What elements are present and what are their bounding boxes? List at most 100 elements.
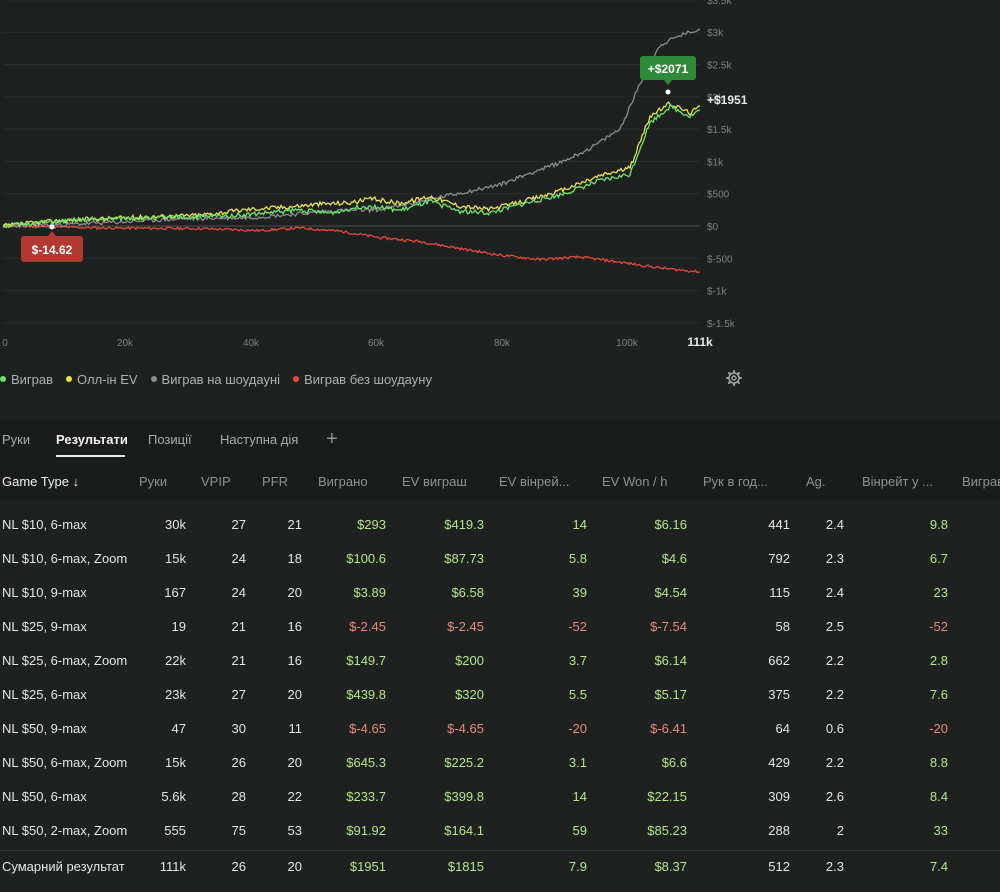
table-cell: 3.1 [568, 755, 587, 770]
table-cell: 28 [231, 789, 246, 804]
table-cell: $6.6 [661, 755, 687, 770]
x-tick-label: 40k [243, 338, 260, 349]
col-won-extra[interactable]: Виграв [962, 474, 1000, 489]
table-cell: 30k [165, 517, 186, 532]
table-row[interactable]: NL $50, 2-max, Zoom 555 75 53 $91.92 $164.1 59… [0, 814, 1000, 848]
results-graph[interactable]: $3.5k $3k $2.5k $2k $1.5k $1k $500 $0 $-500 $-1k $… [0, 0, 1000, 400]
table-cell: -52 [929, 619, 948, 634]
table-cell: Сумарний результат [2, 859, 125, 874]
table-cell: 21 [287, 517, 302, 532]
table-cell: 20 [287, 687, 302, 702]
col-winrate[interactable]: Вінрейт у ... [862, 474, 933, 489]
table-cell: 33 [933, 823, 948, 838]
table-cell: 2.3 [825, 551, 844, 566]
table-cell: 20 [287, 585, 302, 600]
table-cell: $6.58 [451, 585, 484, 600]
col-pfr[interactable]: PFR [262, 474, 288, 489]
table-cell: NL $25, 6-max [2, 687, 87, 702]
legend-item-non-showdown[interactable]: Виграв без шоудауну [293, 372, 432, 387]
col-ev-winrate[interactable]: EV вінрей... [499, 474, 570, 489]
legend-dot [293, 376, 300, 382]
legend-label: Виграв на шоудауні [161, 371, 281, 387]
table-row[interactable]: NL $10, 6-max 30k 27 21 $293 $419.3 14 $6.16 441… [0, 508, 1000, 542]
min-point [49, 224, 55, 230]
table-cell: 11 [288, 721, 303, 736]
tab-next-action[interactable]: Наступна дія [220, 432, 299, 447]
final-value-label: +$1951 [707, 93, 748, 107]
col-hands-per-hour[interactable]: Рук в год... [703, 474, 768, 489]
chart-legend: Виграв Олл-ін EV Виграв на шоудауні Вигр… [0, 370, 445, 388]
table-cell: 75 [231, 823, 246, 838]
tab-positions[interactable]: Позиції [148, 432, 192, 447]
table-cell: 7.4 [929, 859, 948, 874]
table-cell: 7.9 [568, 859, 587, 874]
x-end-label: 111k [687, 335, 713, 349]
add-tab-button[interactable]: + [326, 428, 338, 450]
col-ev-won-per-hour[interactable]: EV Won / h [602, 474, 668, 489]
y-tick-label: $-500 [707, 254, 733, 265]
table-cell: 24 [231, 551, 246, 566]
table-row[interactable]: NL $25, 6-max 23k 27 20 $439.8 $320 5.5 $5.17 37… [0, 678, 1000, 712]
table-cell: $1815 [447, 859, 484, 874]
x-tick-label: 60k [368, 338, 385, 349]
gear-icon[interactable] [726, 370, 742, 386]
table-cell: 441 [768, 517, 790, 532]
table-cell: $164.1 [444, 823, 484, 838]
table-cell: 309 [768, 789, 790, 804]
col-game-type[interactable]: Game Type ↓ [2, 474, 80, 489]
table-cell: $91.92 [346, 823, 386, 838]
table-cell: $-4.65 [447, 721, 484, 736]
table-cell: NL $50, 9-max [2, 721, 87, 736]
table-row[interactable]: NL $25, 6-max, Zoom 22k 21 16 $149.7 $200 3.7 $… [0, 644, 1000, 678]
table-row[interactable]: NL $25, 9-max 19 21 16 $-2.45 $-2.45 -52 $-7.54… [0, 610, 1000, 644]
table-row[interactable]: NL $50, 6-max, Zoom 15k 26 20 $645.3 $225.2 3.… [0, 746, 1000, 780]
table-row[interactable]: NL $50, 9-max 47 30 11 $-4.65 $-4.65 -20 $-6.41… [0, 712, 1000, 746]
legend-label: Виграв без шоудауну [304, 371, 432, 387]
table-cell: $3.89 [353, 585, 386, 600]
table-cell: $419.3 [444, 517, 484, 532]
active-tab-indicator [56, 455, 125, 457]
legend-label: Олл-ін EV [77, 371, 138, 387]
y-tick-label: $2.5k [707, 61, 732, 72]
table-cell: $439.8 [346, 687, 386, 702]
table-row[interactable]: NL $50, 6-max 5.6k 28 22 $233.7 $399.8 14 $22.1… [0, 780, 1000, 814]
x-tick-label: 20k [117, 338, 134, 349]
table-cell: 21 [231, 619, 246, 634]
legend-item-won[interactable]: Виграв [0, 372, 53, 387]
table-cell: 2.3 [825, 859, 844, 874]
tab-hands[interactable]: Руки [2, 432, 31, 447]
table-cell: 16 [287, 619, 302, 634]
legend-item-showdown[interactable]: Виграв на шоудауні [150, 371, 281, 387]
table-cell: NL $50, 2-max, Zoom [2, 823, 128, 838]
results-chart-svg[interactable]: $3.5k $3k $2.5k $2k $1.5k $1k $500 $0 $-500 $-1k $… [0, 0, 1000, 360]
col-aggression[interactable]: Ag. [806, 474, 826, 489]
tab-results[interactable]: Результати [56, 432, 128, 447]
summary-row[interactable]: Сумарний результат 111k 26 20 $1951 $1815 7.9 $… [0, 850, 1000, 884]
table-cell: 27 [231, 517, 246, 532]
table-cell: NL $25, 9-max [2, 619, 87, 634]
table-cell: 0.6 [825, 721, 844, 736]
y-tick-label: $3.5k [707, 0, 732, 7]
table-cell: 20 [287, 859, 302, 874]
table-cell: 18 [287, 551, 302, 566]
table-cell: $1951 [349, 859, 386, 874]
table-cell: 59 [572, 823, 587, 838]
col-won[interactable]: Виграно [318, 474, 368, 489]
table-cell: $100.6 [346, 551, 386, 566]
max-tooltip [640, 56, 696, 80]
col-vpip[interactable]: VPIP [201, 474, 231, 489]
table-cell: $293 [357, 517, 386, 532]
table-cell: $4.54 [654, 585, 687, 600]
legend-item-allin-ev[interactable]: Олл-ін EV [66, 372, 138, 387]
table-cell: 2.4 [825, 517, 844, 532]
col-hands[interactable]: Руки [139, 474, 168, 489]
table-row[interactable]: NL $10, 9-max 167 24 20 $3.89 $6.58 39 $4.54 115… [0, 576, 1000, 610]
col-ev-won[interactable]: EV виграш [402, 474, 467, 489]
table-cell: 429 [768, 755, 790, 770]
table-row[interactable]: NL $10, 6-max, Zoom 15k 24 18 $100.6 $87.73 5.… [0, 542, 1000, 576]
table-cell: 5.6k [161, 789, 186, 804]
table-cell: $-6.41 [650, 721, 687, 736]
legend-dot [150, 376, 157, 382]
table-cell: $320 [455, 687, 484, 702]
max-tooltip-arrow [664, 80, 672, 85]
